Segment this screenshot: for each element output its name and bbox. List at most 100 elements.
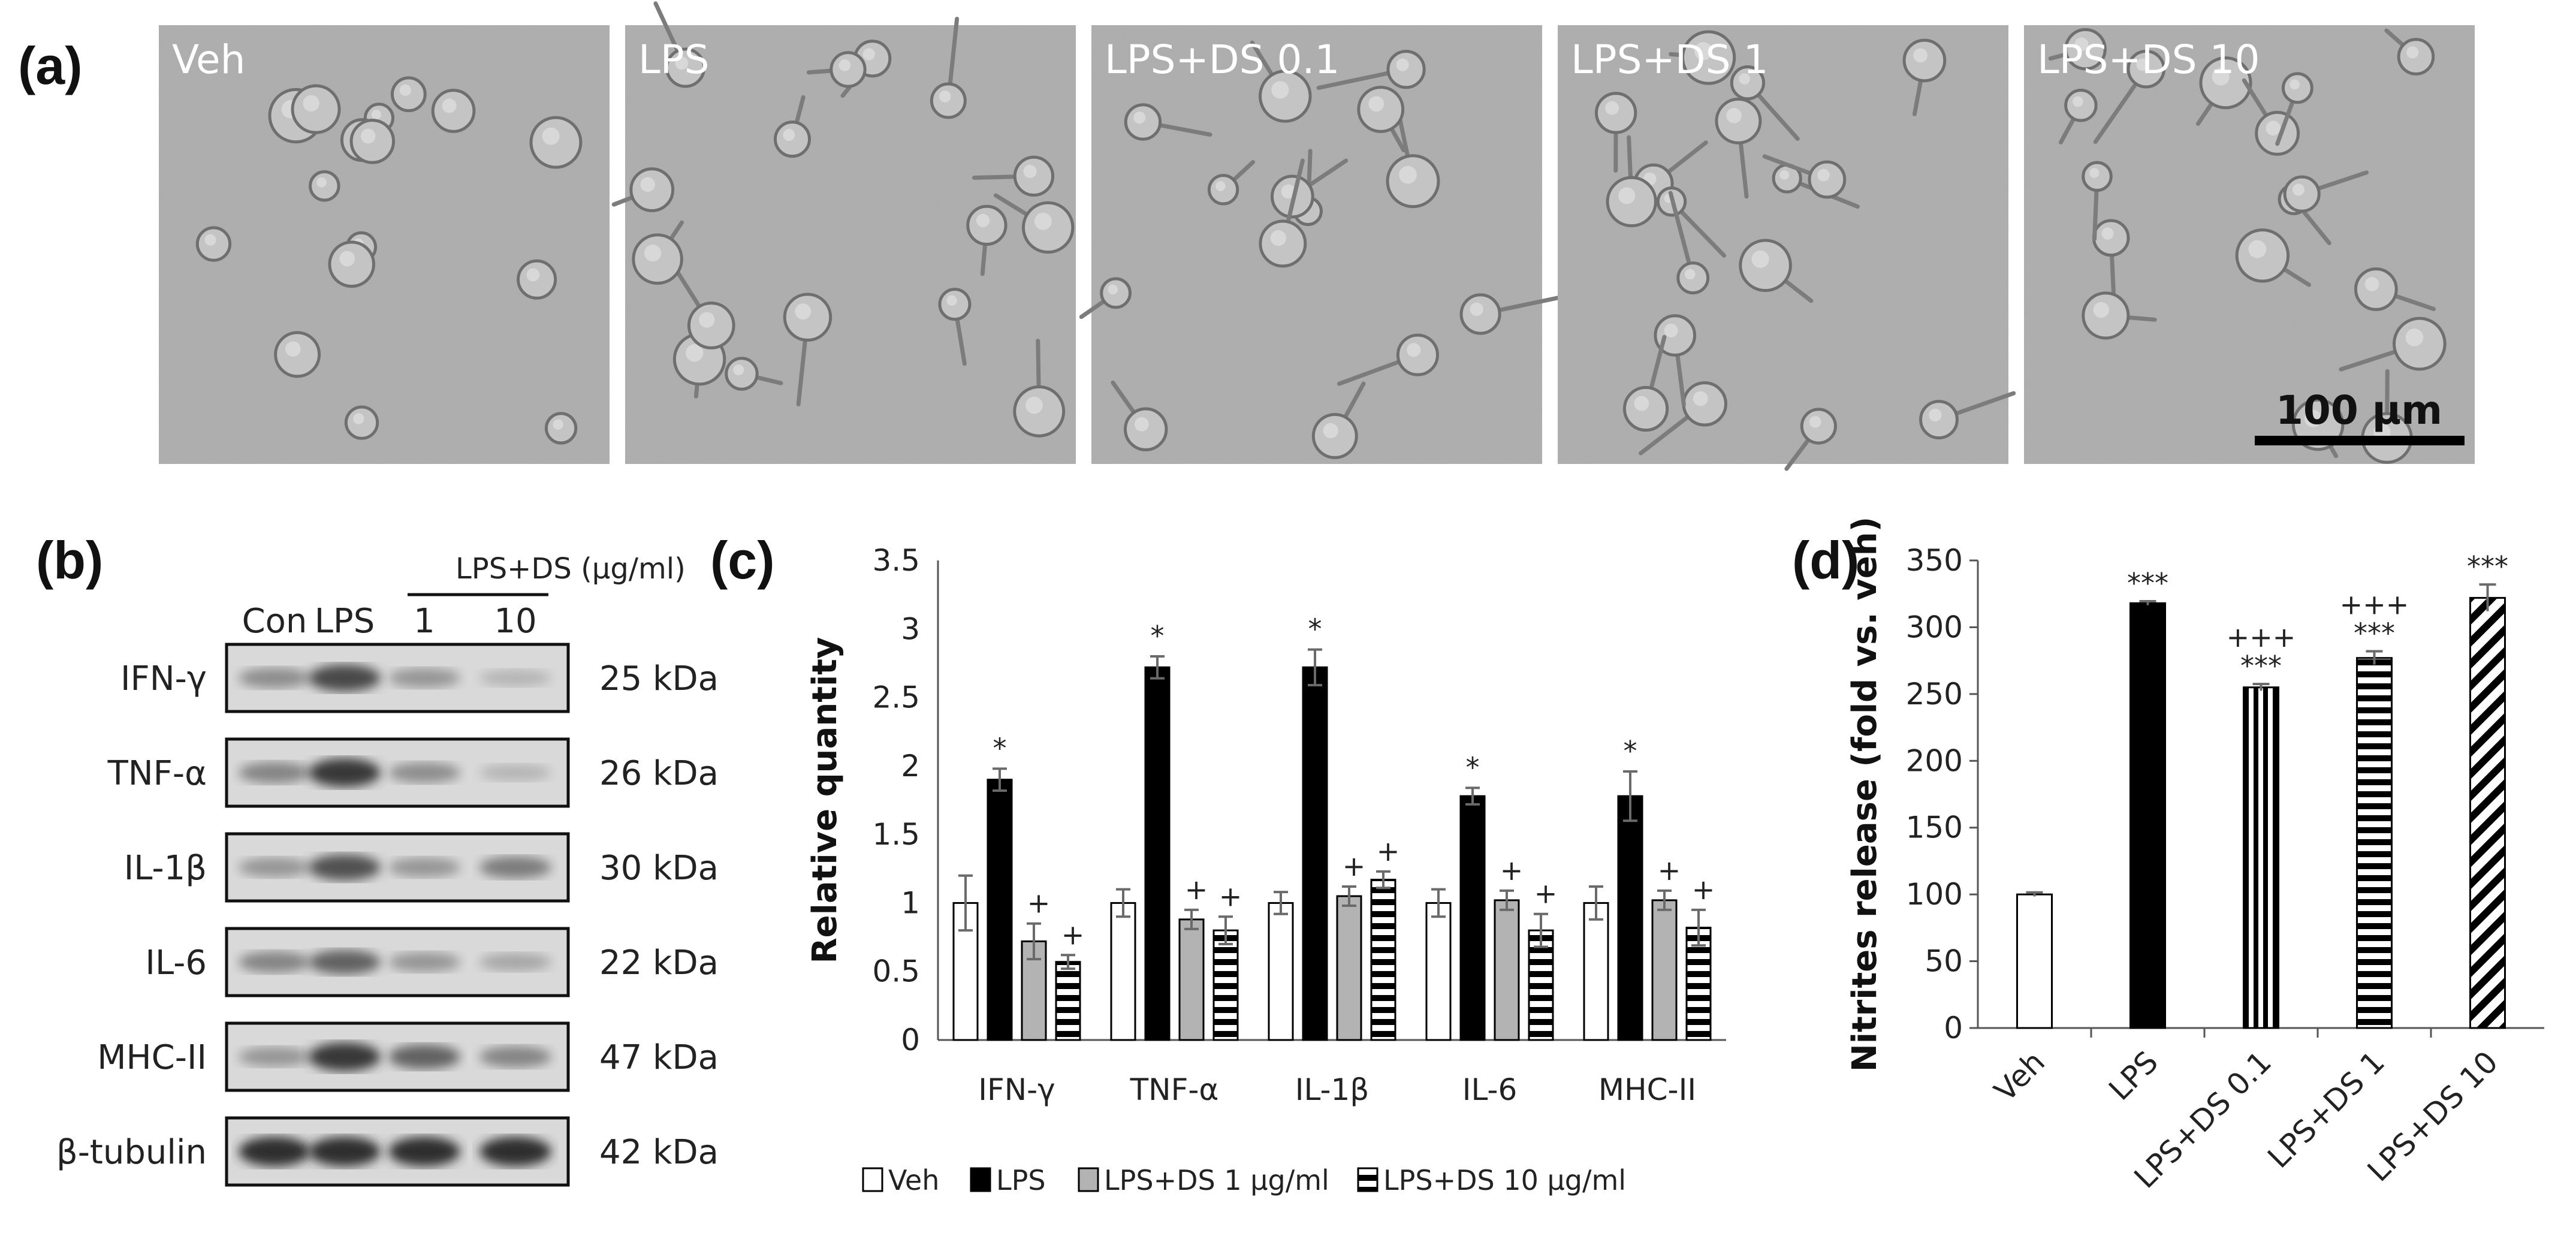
wb-band bbox=[239, 762, 310, 783]
cell-highlight bbox=[795, 303, 812, 320]
y-axis-title: Nitrites release (fold vs. veh) bbox=[1845, 517, 1884, 1072]
cell-highlight bbox=[2405, 328, 2424, 346]
bar bbox=[1528, 929, 1554, 1041]
micrograph-5: LPS+DS 10 bbox=[2024, 25, 2475, 464]
y-tick-label: 50 bbox=[1925, 944, 1963, 979]
chart-c: 0 0.5 1 1.5 2 2.5 3 3.5 Relative quantity IFN-γ * +… bbox=[806, 543, 1726, 1196]
micrograph-label: LPS+DS 1 bbox=[1571, 37, 1768, 83]
wb-band bbox=[239, 951, 310, 973]
x-tick-label: IL-6 bbox=[1462, 1072, 1518, 1107]
wb-protein-label: β-tubulin bbox=[56, 1133, 207, 1172]
cell-highlight bbox=[1618, 187, 1636, 204]
significance-marker: *** bbox=[2240, 650, 2282, 682]
scale-bar-label: 100 μm bbox=[2276, 387, 2442, 433]
western-blot: LPS+DS (μg/ml) Con LPS 1 10 IFN-γ 25 kDa TNF-α… bbox=[56, 552, 719, 1187]
cell-highlight bbox=[1281, 184, 1296, 199]
wb-treatment-header: LPS+DS (μg/ml) bbox=[456, 552, 686, 586]
cell-highlight bbox=[1134, 417, 1149, 432]
cell-highlight bbox=[2290, 79, 2300, 90]
significance-marker: + bbox=[1377, 835, 1400, 867]
cell-highlight bbox=[2073, 96, 2083, 107]
panel-d-label: (d) bbox=[1792, 530, 1859, 590]
significance-marker: + bbox=[1027, 887, 1051, 920]
y-tick-label: 0 bbox=[1944, 1011, 1963, 1045]
significance-marker: * bbox=[1151, 620, 1165, 652]
cell-highlight bbox=[2089, 168, 2100, 178]
micrograph-1: Veh bbox=[159, 25, 610, 464]
bar bbox=[1583, 902, 1609, 1041]
legend-label: Veh bbox=[888, 1164, 939, 1196]
wb-protein-label: IL-1β bbox=[124, 849, 207, 888]
cell-highlight bbox=[644, 245, 662, 262]
cell-highlight bbox=[542, 127, 560, 145]
cell-highlight bbox=[1215, 181, 1226, 191]
wb-protein-label: IFN-γ bbox=[120, 659, 207, 698]
cell-highlight bbox=[783, 129, 795, 141]
significance-marker: *** bbox=[2127, 567, 2168, 599]
micrograph-4: LPS+DS 1 bbox=[1558, 25, 2016, 471]
cell-highlight bbox=[838, 59, 851, 71]
wb-lane-3: 1 bbox=[414, 602, 435, 641]
cell-highlight bbox=[371, 110, 381, 120]
cell-highlight bbox=[1399, 165, 1417, 184]
cell-highlight bbox=[553, 419, 563, 430]
cell-highlight bbox=[442, 98, 457, 113]
significance-marker: +++ bbox=[2340, 589, 2409, 621]
y-tick-label: 3 bbox=[901, 611, 920, 646]
bar bbox=[1370, 879, 1396, 1041]
x-tick-label: Veh bbox=[1987, 1044, 2052, 1108]
bar bbox=[1268, 902, 1294, 1041]
y-tick-label: 0.5 bbox=[872, 954, 920, 989]
cell-highlight bbox=[1270, 230, 1286, 246]
cell-highlight bbox=[2212, 68, 2230, 86]
cell-highlight bbox=[699, 312, 715, 328]
y-tick-label: 350 bbox=[1906, 543, 1963, 578]
cell-highlight bbox=[675, 56, 689, 70]
cell-highlight bbox=[526, 268, 540, 282]
wb-row: IFN-γ 25 kDa bbox=[120, 643, 719, 713]
wb-band bbox=[309, 664, 381, 692]
bar bbox=[1178, 918, 1205, 1041]
significance-marker: + bbox=[1185, 873, 1208, 906]
cell-highlight bbox=[2074, 37, 2089, 52]
cell-highlight bbox=[2266, 120, 2281, 135]
y-tick-label: 250 bbox=[1906, 677, 1963, 712]
y-tick-label: 2.5 bbox=[872, 680, 920, 715]
bar bbox=[2129, 602, 2166, 1029]
cell-highlight bbox=[1034, 212, 1052, 230]
cell-highlight bbox=[976, 213, 990, 228]
cell-highlight bbox=[2248, 240, 2267, 258]
x-tick-label: MHC-II bbox=[1598, 1072, 1696, 1107]
wb-row: TNF-α 26 kDa bbox=[107, 737, 719, 808]
cell-highlight bbox=[733, 364, 744, 376]
cell-highlight bbox=[1929, 408, 1942, 422]
x-tick-label: TNF-α bbox=[1130, 1072, 1219, 1107]
bar bbox=[1110, 902, 1136, 1041]
significance-marker: + bbox=[1219, 880, 1242, 912]
wb-band bbox=[388, 1044, 460, 1069]
wb-band bbox=[388, 668, 460, 688]
cell-highlight bbox=[1133, 111, 1146, 124]
cell-highlight bbox=[2093, 302, 2109, 318]
cell-highlight bbox=[360, 128, 376, 144]
cell-highlight bbox=[946, 295, 957, 306]
bar bbox=[1617, 795, 1643, 1041]
wb-band bbox=[239, 1136, 310, 1166]
bar bbox=[2016, 893, 2053, 1029]
wb-band bbox=[239, 857, 310, 878]
cell-highlight bbox=[1685, 269, 1696, 280]
significance-marker: + bbox=[1534, 878, 1558, 910]
cell-highlight bbox=[339, 251, 355, 267]
significance-marker: +++ bbox=[2227, 621, 2296, 653]
cell-highlight bbox=[316, 177, 327, 188]
wb-band bbox=[479, 1136, 551, 1166]
legend-swatch bbox=[970, 1167, 991, 1192]
significance-marker: *** bbox=[2467, 550, 2508, 583]
bar bbox=[1336, 895, 1362, 1041]
chart-d: 0 50 100 150 200 250 300 350 Nitrites release (f… bbox=[1845, 517, 2544, 1195]
significance-marker: * bbox=[1308, 613, 1322, 646]
cell-highlight bbox=[1368, 96, 1384, 112]
wb-kda-label: 47 kDa bbox=[599, 1038, 719, 1077]
cell-highlight bbox=[1396, 58, 1409, 71]
micrograph-label: LPS+DS 0.1 bbox=[1105, 37, 1340, 83]
